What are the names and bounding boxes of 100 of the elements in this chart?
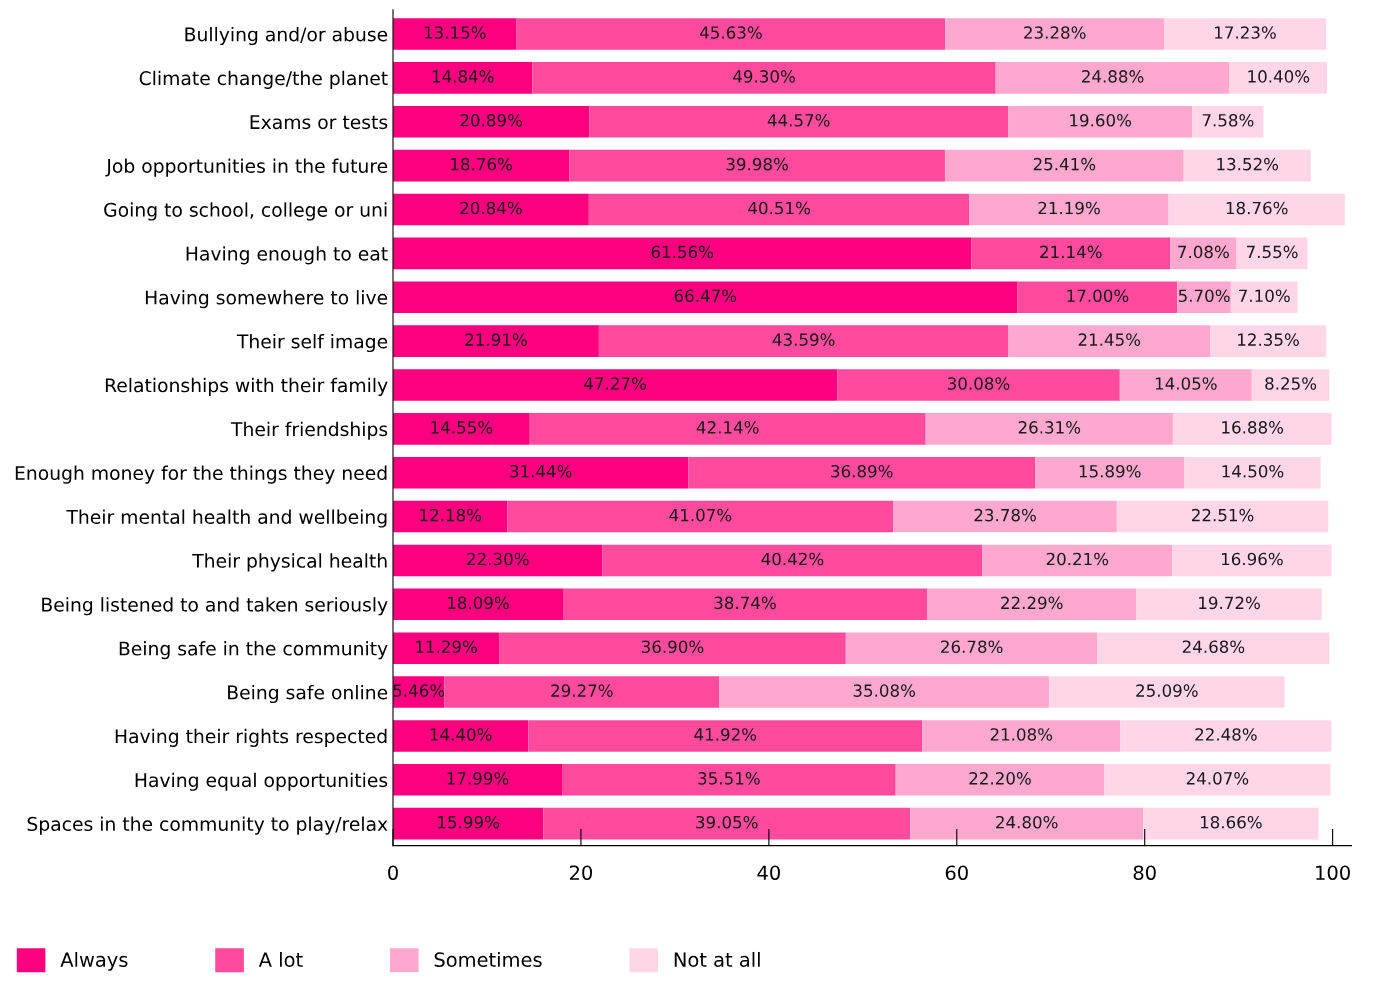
bar	[1035, 456, 1185, 489]
bar	[393, 807, 544, 840]
x-tick-label: 20	[569, 865, 593, 881]
bar	[393, 62, 533, 94]
data-label: 17.99%	[447, 772, 509, 785]
data-label: 18.09%	[448, 596, 509, 610]
y-tick-label: Their friendships	[230, 421, 388, 440]
y-tick-label: Relationships with their family	[105, 377, 388, 396]
bar	[1136, 588, 1322, 621]
y-tick-label: Job opportunities in the future	[105, 158, 388, 177]
data-label: 41.92%	[694, 728, 757, 741]
bar	[393, 18, 517, 50]
data-label: 20.21%	[1046, 552, 1109, 566]
data-label: 41.07%	[669, 508, 732, 522]
bar	[393, 456, 689, 489]
data-label: 17.23%	[1215, 26, 1276, 39]
bar	[927, 588, 1137, 621]
data-label: 22.51%	[1192, 508, 1254, 522]
data-label: 16.96%	[1221, 552, 1283, 566]
data-label: 25.09%	[1136, 684, 1198, 697]
x-tick-label: 60	[945, 865, 968, 881]
data-label: 16.88%	[1222, 421, 1284, 434]
x-tick-label: 40	[757, 865, 780, 881]
legend-label: Sometimes	[434, 951, 542, 968]
bar	[602, 544, 983, 577]
bar	[598, 325, 1009, 357]
bar	[1170, 237, 1237, 270]
data-label: 13.15%	[424, 26, 486, 39]
bar	[910, 807, 1144, 840]
data-label: 24.88%	[1082, 70, 1144, 83]
bar	[982, 544, 1173, 577]
bar	[393, 588, 563, 621]
data-label: 7.58%	[1202, 113, 1254, 127]
data-label: 61.56%	[651, 245, 714, 259]
data-label: 24.68%	[1182, 640, 1245, 654]
data-label: 40.42%	[761, 552, 824, 566]
bar	[971, 237, 1171, 270]
data-label: 42.14%	[696, 421, 759, 434]
data-label: 49.30%	[733, 70, 795, 83]
y-tick-label: Climate change/the planet	[139, 70, 388, 89]
bar	[393, 325, 599, 357]
data-label: 8.25%	[1265, 377, 1317, 390]
data-label: 43.59%	[772, 333, 835, 346]
bar	[1008, 325, 1211, 357]
bar	[1097, 632, 1330, 664]
data-label: 20.89%	[460, 113, 523, 127]
bar	[569, 149, 945, 182]
bar	[589, 105, 1009, 138]
data-label: 13.52%	[1217, 157, 1279, 171]
data-label: 15.99%	[438, 815, 499, 829]
bar	[393, 764, 563, 796]
bar	[1192, 105, 1264, 138]
bar	[393, 237, 972, 270]
bar	[837, 369, 1120, 401]
y-tick-label: Their mental health and wellbeing	[66, 509, 387, 528]
data-label: 26.31%	[1018, 421, 1081, 434]
bar	[444, 676, 720, 708]
data-label: 31.44%	[510, 464, 572, 478]
data-label: 14.55%	[431, 421, 493, 434]
bar	[528, 720, 923, 752]
data-label: 21.19%	[1038, 201, 1100, 215]
bar	[1164, 18, 1326, 50]
data-label: 5.70%	[1178, 289, 1230, 303]
bar	[895, 764, 1105, 796]
bar	[944, 149, 1184, 182]
bar	[1008, 105, 1193, 138]
data-label: 11.29%	[416, 640, 477, 654]
y-tick-label: Being safe in the community	[119, 641, 388, 660]
bar	[393, 369, 838, 401]
data-label: 14.40%	[430, 728, 492, 741]
data-label: 30.08%	[947, 377, 1010, 390]
bar	[1230, 281, 1298, 314]
bar	[1172, 544, 1332, 577]
y-tick-label: Bullying and/or abuse	[185, 26, 388, 46]
y-tick-label: Exams or tests	[250, 115, 388, 130]
bar	[393, 720, 529, 752]
bar	[393, 193, 589, 226]
data-label: 22.20%	[969, 772, 1031, 785]
data-label: 38.74%	[714, 596, 776, 610]
bar	[562, 588, 927, 621]
data-label: 22.48%	[1195, 728, 1257, 741]
bar	[1177, 281, 1231, 314]
data-label: 18.66%	[1200, 815, 1262, 829]
data-label: 36.90%	[641, 640, 704, 654]
x-tick-label: 100	[1316, 865, 1350, 881]
bar	[922, 720, 1121, 752]
bar	[499, 632, 846, 664]
legend-label: Not at all	[674, 951, 760, 968]
data-label: 35.08%	[853, 684, 916, 697]
y-tick-label: Having enough to eat	[186, 246, 388, 265]
bar	[1183, 149, 1311, 182]
data-label: 17.00%	[1067, 289, 1129, 303]
data-label: 12.35%	[1238, 333, 1299, 346]
bar	[719, 676, 1049, 708]
data-label: 23.78%	[974, 508, 1036, 522]
data-label: 66.47%	[674, 289, 737, 303]
bar	[562, 764, 896, 796]
data-label: 35.51%	[698, 772, 760, 785]
data-label: 21.08%	[990, 728, 1053, 741]
bar	[925, 413, 1173, 445]
